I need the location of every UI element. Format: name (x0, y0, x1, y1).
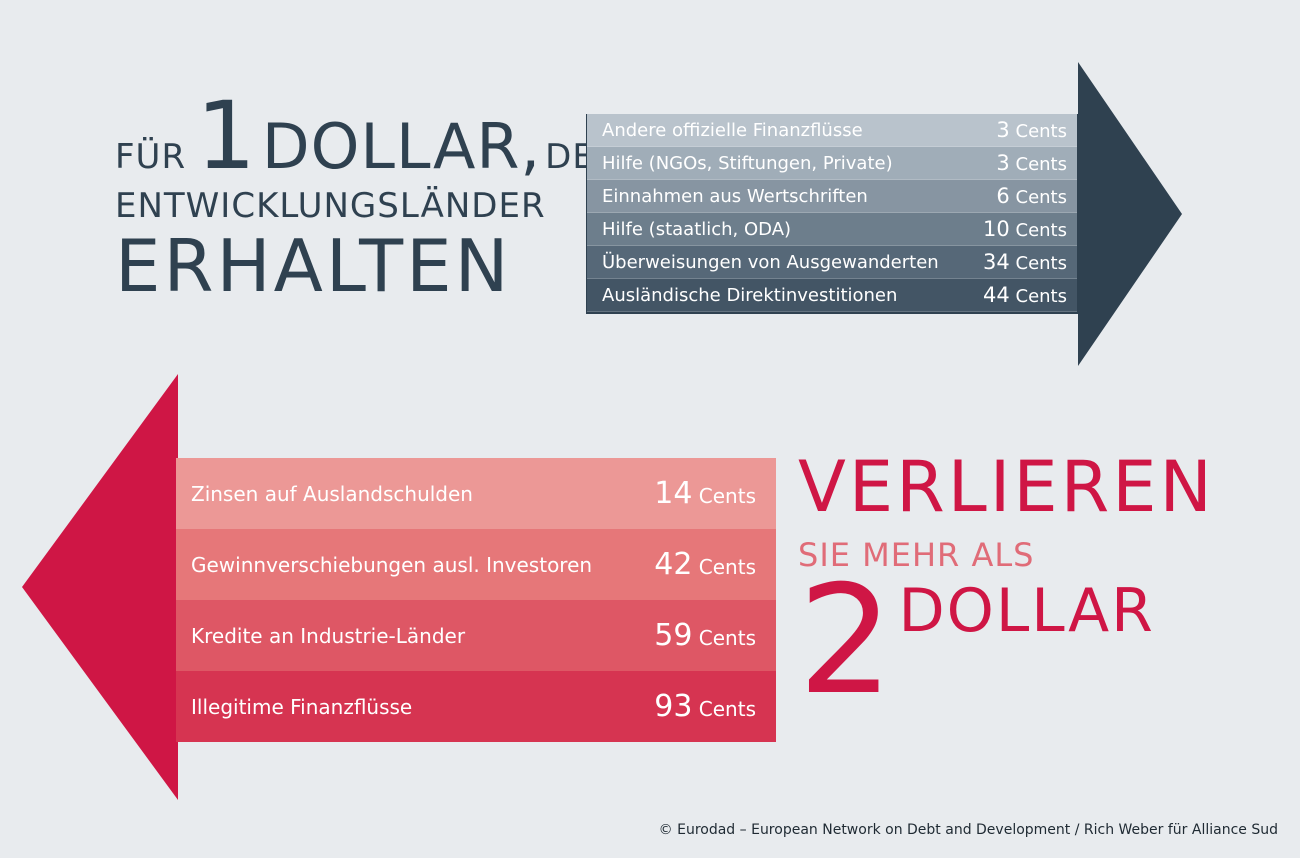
inflow-label: Hilfe (NGOs, Stiftungen, Private) (602, 152, 893, 174)
headline-lose-line1: VERLIEREN (798, 446, 1215, 528)
headline-lose-line2: SIE MEHR ALS (798, 536, 1035, 574)
inflow-amount: 6 Cents (996, 184, 1067, 208)
inflow-table: Andere offizielle Finanzflüsse 3 Cents Hil… (587, 114, 1077, 312)
outflow-amount-unit: Cents (698, 626, 756, 650)
outflow-row: Illegitime Finanzflüsse 93 Cents (176, 671, 776, 742)
inflow-amount: 3 Cents (996, 151, 1067, 175)
headline-receive-unit: DOLLAR, (261, 110, 542, 183)
inflow-amount-value: 10 (983, 217, 1010, 241)
inflow-row: Überweisungen von Ausgewanderten 34 Cents (587, 246, 1077, 279)
outflow-amount: 14 Cents (654, 476, 756, 511)
inflow-row: Hilfe (staatlich, ODA) 10 Cents (587, 213, 1077, 246)
headline-lose-number: 2 (798, 554, 893, 728)
outflow-amount-value: 93 (654, 689, 693, 724)
headline-receive: FÜR 1 DOLLAR, DEN ENTWICKLUNGSLÄNDER ERH… (115, 90, 621, 308)
credit-line: © Eurodad – European Network on Debt and… (658, 822, 1278, 838)
inflow-row: Andere offizielle Finanzflüsse 3 Cents (587, 114, 1077, 147)
headline-receive-prefix: FÜR (115, 137, 187, 177)
outflow-label: Gewinnverschiebungen ausl. Investoren (191, 552, 593, 577)
inflow-amount: 3 Cents (996, 118, 1067, 142)
inflow-amount-value: 34 (983, 250, 1010, 274)
headline-lose-line3: 2 DOLLAR (798, 554, 1215, 728)
inflow-label: Überweisungen von Ausgewanderten (602, 251, 939, 273)
outflow-label: Illegitime Finanzflüsse (191, 694, 413, 719)
inflow-amount-value: 3 (996, 151, 1010, 175)
outflow-amount: 42 Cents (654, 547, 756, 582)
inflow-amount: 34 Cents (983, 250, 1067, 274)
outflow-amount-unit: Cents (698, 555, 756, 579)
outflow-amount-value: 59 (654, 618, 693, 653)
inflow-amount-unit: Cents (1015, 253, 1068, 274)
outflow-row: Zinsen auf Auslandschulden 14 Cents (176, 458, 776, 529)
inflow-label: Hilfe (staatlich, ODA) (602, 218, 792, 240)
headline-receive-line2: ENTWICKLUNGSLÄNDER (115, 186, 546, 226)
headline-receive-line1: FÜR 1 DOLLAR, DEN (115, 90, 621, 184)
outflow-arrow-shape (22, 374, 178, 800)
outflow-amount-value: 42 (654, 547, 693, 582)
inflow-amount-value: 3 (996, 118, 1010, 142)
inflow-amount-unit: Cents (1015, 187, 1068, 208)
inflow-amount-value: 6 (996, 184, 1010, 208)
inflow-label: Einnahmen aus Wertschriften (602, 185, 868, 207)
headline-receive-line3: ERHALTEN (115, 224, 512, 308)
inflow-row: Ausländische Direktinvestitionen 44 Cents (587, 279, 1077, 312)
inflow-amount-unit: Cents (1015, 220, 1068, 241)
outflow-row: Gewinnverschiebungen ausl. Investoren 42 … (176, 529, 776, 600)
headline-lose-unit: DOLLAR (898, 576, 1155, 646)
inflow-amount-unit: Cents (1015, 286, 1068, 307)
inflow-amount-unit: Cents (1015, 154, 1068, 175)
outflow-amount-unit: Cents (698, 697, 756, 721)
inflow-row: Hilfe (NGOs, Stiftungen, Private) 3 Cents (587, 147, 1077, 180)
headline-receive-number: 1 (196, 82, 256, 191)
outflow-arrow (22, 374, 178, 800)
outflow-amount: 59 Cents (654, 618, 756, 653)
outflow-label: Kredite an Industrie-Länder (191, 623, 466, 648)
inflow-label: Ausländische Direktinvestitionen (602, 284, 898, 306)
inflow-amount-value: 44 (983, 283, 1010, 307)
inflow-label: Andere offizielle Finanzflüsse (602, 119, 863, 141)
outflow-row: Kredite an Industrie-Länder 59 Cents (176, 600, 776, 671)
inflow-row: Einnahmen aus Wertschriften 6 Cents (587, 180, 1077, 213)
outflow-table: Zinsen auf Auslandschulden 14 Cents Gewinn… (176, 458, 776, 742)
headline-lose: VERLIEREN SIE MEHR ALS 2 DOLLAR (798, 446, 1215, 728)
inflow-amount: 44 Cents (983, 283, 1067, 307)
outflow-amount-value: 14 (654, 476, 693, 511)
inflow-amount: 10 Cents (983, 217, 1067, 241)
outflow-label: Zinsen auf Auslandschulden (191, 481, 473, 506)
inflow-amount-unit: Cents (1015, 121, 1068, 142)
outflow-amount-unit: Cents (698, 484, 756, 508)
outflow-amount: 93 Cents (654, 689, 756, 724)
